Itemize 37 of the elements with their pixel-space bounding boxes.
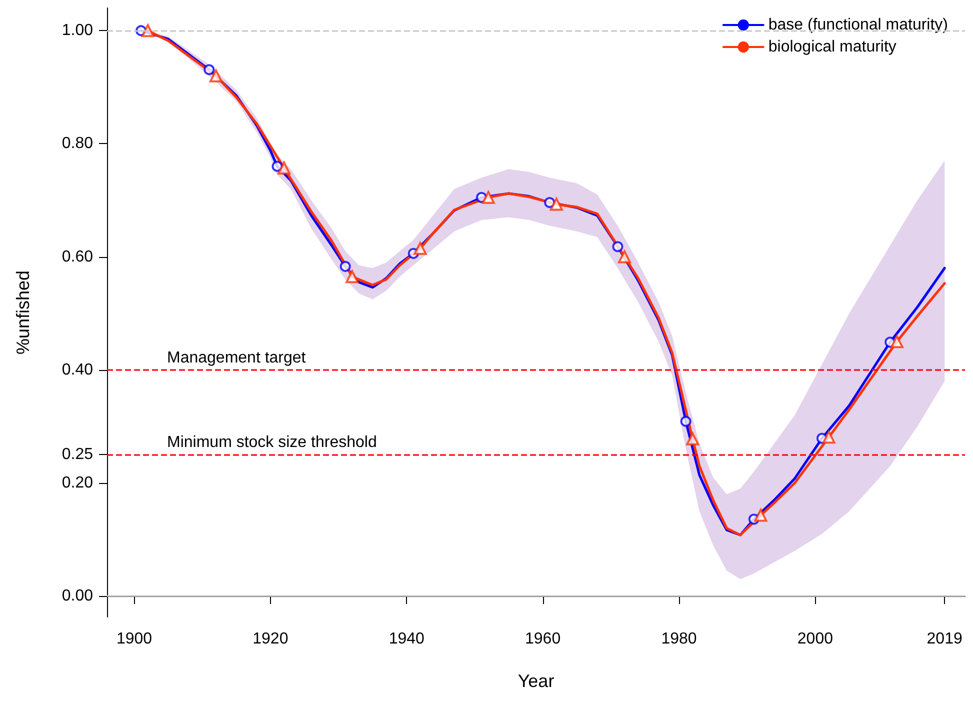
legend-label: biological maturity <box>768 38 896 56</box>
point <box>754 508 768 522</box>
y-tick-label: 0.40 <box>62 361 94 378</box>
y-tick-label: 0.00 <box>62 588 94 605</box>
point <box>544 197 556 208</box>
point <box>890 335 904 348</box>
x-tick-label: 1940 <box>388 630 425 648</box>
point <box>272 160 283 172</box>
point <box>414 242 427 255</box>
point <box>278 162 291 175</box>
x-tick-label: 1960 <box>525 630 561 648</box>
y-tick-label: 0.80 <box>62 135 94 152</box>
point <box>822 430 836 444</box>
y-tick-label: 0.25 <box>62 446 94 464</box>
legend-label: base (functional maturity) <box>768 16 948 34</box>
point <box>680 416 692 427</box>
point <box>482 190 495 204</box>
point <box>618 250 632 264</box>
x-tick-label: 2000 <box>797 630 834 648</box>
x-tick-label: 1920 <box>252 630 288 648</box>
y-tick-label: 0.60 <box>62 248 94 266</box>
point <box>550 198 563 211</box>
y-tick-label: 1.00 <box>62 22 94 40</box>
point <box>204 64 215 76</box>
x-tick-label: 1980 <box>661 630 697 648</box>
point <box>340 260 351 272</box>
y-axis-title: %unfished <box>13 270 33 355</box>
ref-line-label: Management target <box>167 349 306 366</box>
x-tick-label: 1900 <box>116 630 152 648</box>
point <box>346 270 359 284</box>
x-tick-label: 2019 <box>926 630 962 648</box>
ref-line-label: Minimum stock size threshold <box>167 434 377 452</box>
point <box>686 432 700 446</box>
point <box>209 69 222 82</box>
point <box>612 241 624 252</box>
x-axis-title: Year <box>518 671 554 691</box>
y-tick-label: 0.20 <box>62 474 94 492</box>
